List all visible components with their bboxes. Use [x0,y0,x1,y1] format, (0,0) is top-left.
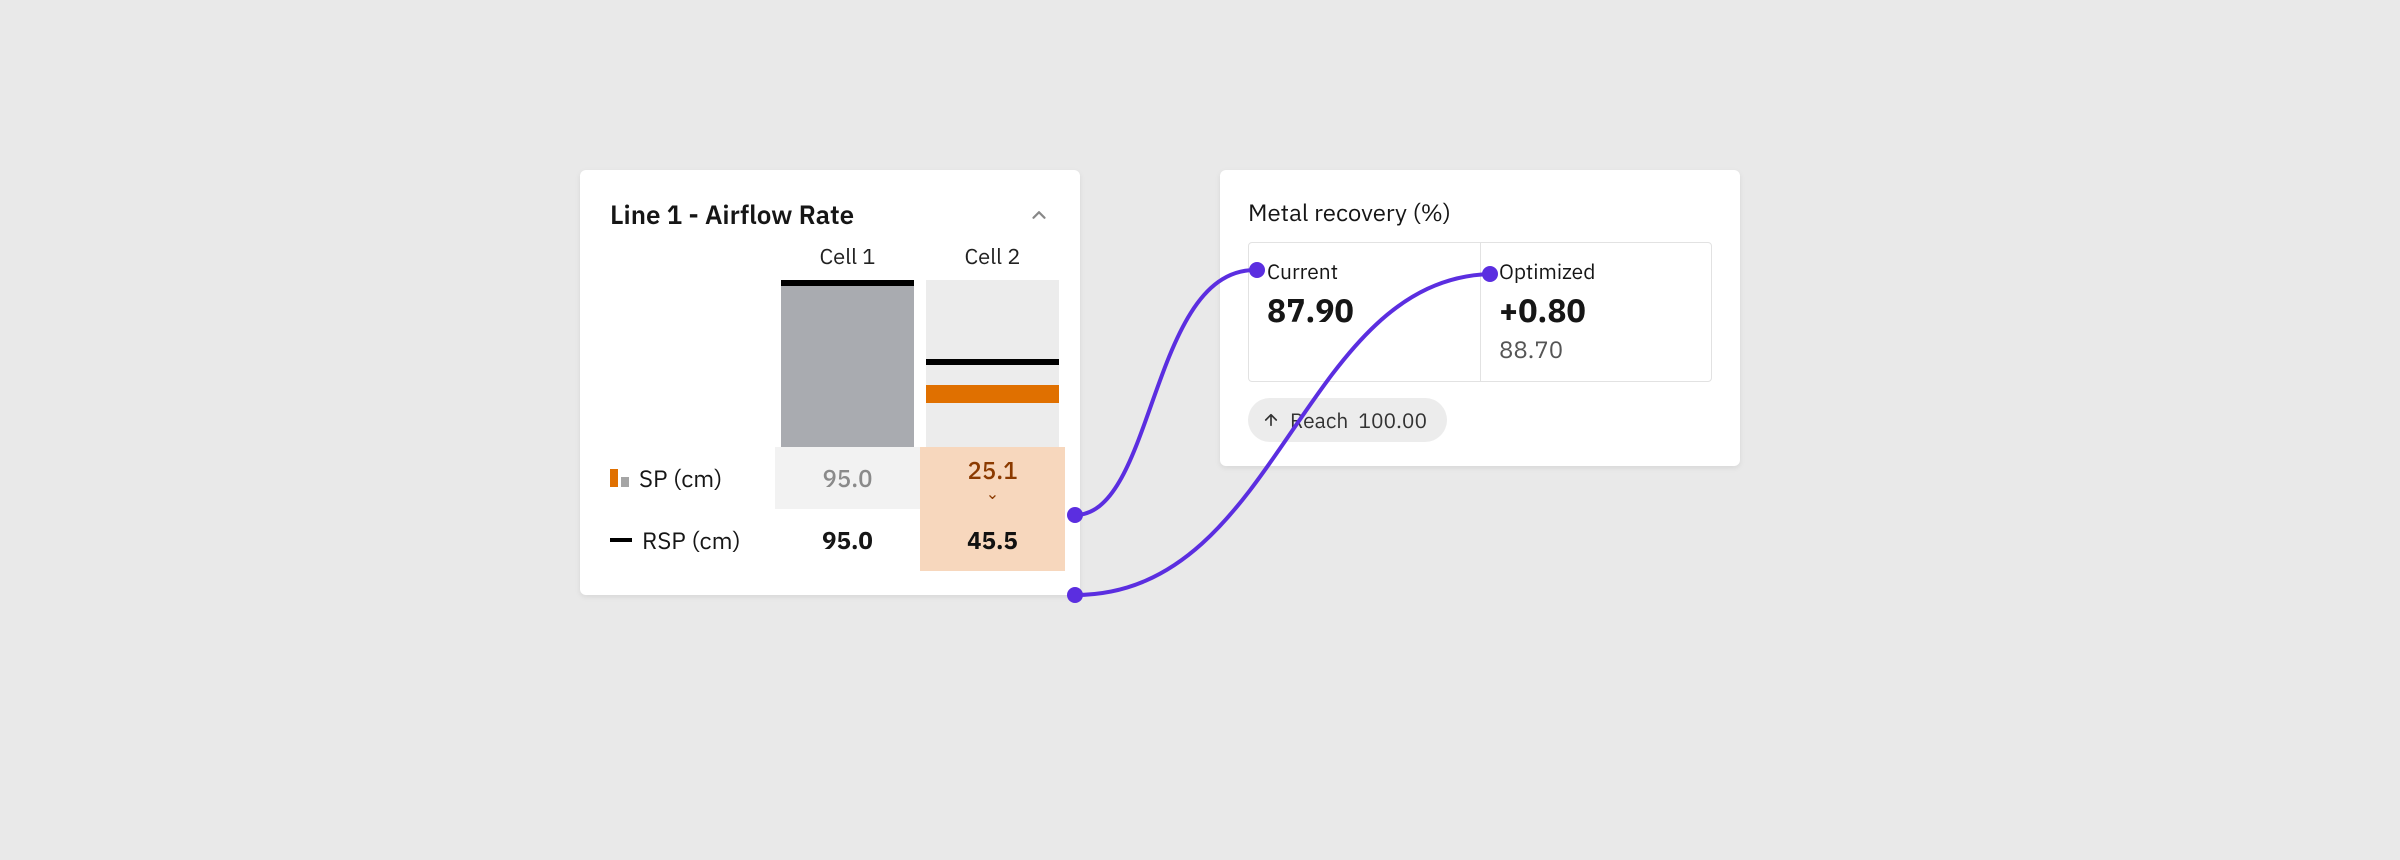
sp-cell-2: 25.1 ⌄ [920,447,1065,509]
rsp-cell-2: 45.5 [920,509,1065,571]
metric-optimized-value: 88.70 [1499,333,1693,365]
airflow-bar-chart [580,277,1080,447]
bar-cell-2 [920,277,1065,447]
chevron-up-icon[interactable] [1028,204,1050,226]
arrow-up-icon [1262,411,1280,429]
rsp-label: RSP (cm) [642,524,741,556]
reach-target: 100.00 [1358,406,1427,434]
bar-cell-1 [775,277,920,447]
connector-lines [0,0,2400,860]
cell-2-label: Cell 2 [920,242,1065,271]
metric-optimized-label: Optimized [1499,257,1693,285]
cell-header-row: Cell 1 Cell 2 [580,242,1080,271]
sp-icon [610,469,629,487]
metric-optimized-delta: +0.80 [1499,289,1693,331]
metal-recovery-card: Metal recovery (%) Current 87.90 Optimiz… [1220,170,1740,466]
sp-row: SP (cm) 95.0 25.1 ⌄ [580,447,1080,509]
airflow-title: Line 1 - Airflow Rate [610,198,854,232]
sp-cell-1: 95.0 [775,447,920,509]
connector-dot [1067,507,1083,523]
rsp-row: RSP (cm) 95.0 45.5 [580,509,1080,571]
connector-dot [1482,266,1498,282]
metric-optimized: Optimized +0.80 88.70 [1480,243,1711,381]
airflow-rate-card: Line 1 - Airflow Rate Cell 1 Cell 2 SP (… [580,170,1080,595]
metric-current-label: Current [1267,257,1462,285]
rsp-icon [610,538,632,542]
recovery-metrics: Current 87.90 Optimized +0.80 88.70 [1248,242,1712,382]
reach-label: Reach [1290,406,1348,434]
recovery-title: Metal recovery (%) [1248,196,1712,228]
connector-dot [1067,587,1083,603]
reach-chip[interactable]: Reach 100.00 [1248,398,1447,442]
rsp-cell-1: 95.0 [775,509,920,571]
metric-current: Current 87.90 [1249,243,1480,381]
metric-current-value: 87.90 [1267,289,1462,331]
connector-dot [1249,262,1265,278]
cell-1-label: Cell 1 [775,242,920,271]
sp-label: SP (cm) [639,462,722,494]
arrow-down-icon: ⌄ [986,486,999,502]
